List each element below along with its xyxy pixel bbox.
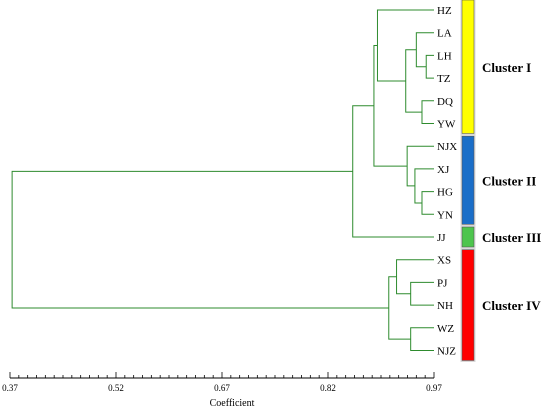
leaf-label: NH — [437, 300, 453, 312]
branch-line — [405, 49, 422, 113]
cluster-group: Cluster I — [460, 0, 531, 135]
dendrogram-branches — [11, 9, 434, 351]
leaf-label: YN — [437, 209, 453, 221]
x-axis: 0.37 0.52 0.67 0.82 0.97 Coefficient — [2, 372, 442, 409]
merge-branch — [396, 259, 434, 295]
branch-line — [11, 170, 389, 309]
merge-branch — [352, 105, 434, 238]
x-axis-title: Coefficient — [210, 398, 255, 409]
cluster-bar — [461, 249, 475, 361]
tick-label: 0.82 — [320, 383, 336, 393]
merge-branch — [11, 170, 389, 309]
cluster-bars: Cluster I Cluster II Cluster III Cluster IV — [460, 0, 541, 362]
leaf-label: DQ — [437, 96, 453, 108]
merge-branch — [421, 100, 434, 124]
tick-label: 0.67 — [214, 383, 230, 393]
cluster-group: Cluster IV — [460, 248, 541, 362]
leaf-label: LA — [437, 28, 452, 40]
branch-line — [376, 9, 434, 82]
tick-label: 0.97 — [426, 383, 442, 393]
cluster-bar — [461, 135, 475, 225]
merge-branch — [425, 54, 434, 79]
cluster-group: Cluster II — [460, 134, 536, 226]
branch-line — [421, 100, 434, 124]
leaf-label: JJ — [437, 232, 446, 244]
merge-branch — [405, 49, 422, 113]
branch-line — [396, 259, 434, 295]
cluster-label: Cluster IV — [482, 298, 541, 313]
merge-branch — [414, 168, 434, 204]
branch-line — [414, 168, 434, 204]
leaf-label: PJ — [437, 277, 448, 289]
leaf-label: WZ — [437, 323, 454, 335]
branch-line — [373, 44, 408, 167]
leaf-label: XS — [437, 255, 451, 267]
leaf-label: NJZ — [437, 346, 456, 358]
merge-branch — [388, 276, 411, 340]
branch-line — [410, 281, 434, 306]
merge-branch — [410, 281, 434, 306]
leaf-label: YW — [437, 119, 456, 131]
cluster-label: Cluster II — [482, 173, 536, 188]
leaf-label: XJ — [437, 164, 450, 176]
leaf-label: HZ — [437, 5, 452, 17]
leaf-label: HG — [437, 187, 453, 199]
branch-line — [415, 32, 434, 68]
branch-line — [425, 54, 434, 79]
x-axis-ticks: 0.37 0.52 0.67 0.82 0.97 — [2, 372, 442, 393]
merge-branch — [376, 9, 434, 82]
cluster-bar — [461, 226, 475, 248]
branch-line — [388, 276, 411, 340]
tick-label: 0.37 — [2, 383, 18, 393]
branch-line — [352, 105, 434, 238]
cluster-label: Cluster III — [482, 230, 541, 245]
merge-branch — [406, 145, 434, 187]
branch-line — [421, 191, 434, 215]
merge-branch — [410, 327, 434, 351]
branch-line — [410, 327, 434, 351]
cluster-label: Cluster I — [482, 60, 531, 75]
branch-line — [406, 145, 434, 187]
tick-label: 0.52 — [108, 383, 124, 393]
leaf-labels: HZ LA LH TZ DQ YW NJX XJ HG YN JJ XS PJ NH WZ NJZ — [437, 5, 457, 358]
merge-branch — [373, 44, 408, 167]
leaf-label: NJX — [437, 141, 457, 153]
merge-branch — [415, 32, 434, 68]
cluster-bar — [461, 0, 475, 134]
merge-branch — [421, 191, 434, 215]
leaf-label: TZ — [437, 73, 451, 85]
cluster-group: Cluster III — [460, 225, 541, 249]
leaf-label: LH — [437, 50, 452, 62]
